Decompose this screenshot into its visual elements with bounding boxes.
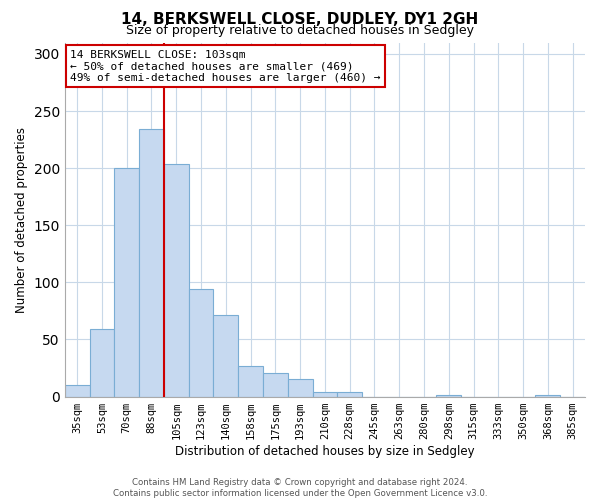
Bar (238, 366, 263, 396)
Bar (313, 392, 337, 396)
Bar (288, 380, 313, 396)
Bar (337, 392, 362, 396)
Bar (188, 289, 214, 397)
Text: Contains HM Land Registry data © Crown copyright and database right 2024.
Contai: Contains HM Land Registry data © Crown c… (113, 478, 487, 498)
Bar (89, 329, 115, 396)
Bar (263, 372, 288, 396)
Bar (65, 385, 89, 396)
Text: Size of property relative to detached houses in Sedgley: Size of property relative to detached ho… (126, 24, 474, 37)
Bar (214, 316, 238, 396)
Bar (115, 168, 139, 396)
Text: 14 BERKSWELL CLOSE: 103sqm
← 50% of detached houses are smaller (469)
49% of sem: 14 BERKSWELL CLOSE: 103sqm ← 50% of deta… (70, 50, 380, 83)
Y-axis label: Number of detached properties: Number of detached properties (15, 126, 28, 312)
X-axis label: Distribution of detached houses by size in Sedgley: Distribution of detached houses by size … (175, 444, 475, 458)
Text: 14, BERKSWELL CLOSE, DUDLEY, DY1 2GH: 14, BERKSWELL CLOSE, DUDLEY, DY1 2GH (121, 12, 479, 28)
Bar (139, 130, 164, 396)
Bar (164, 164, 188, 396)
